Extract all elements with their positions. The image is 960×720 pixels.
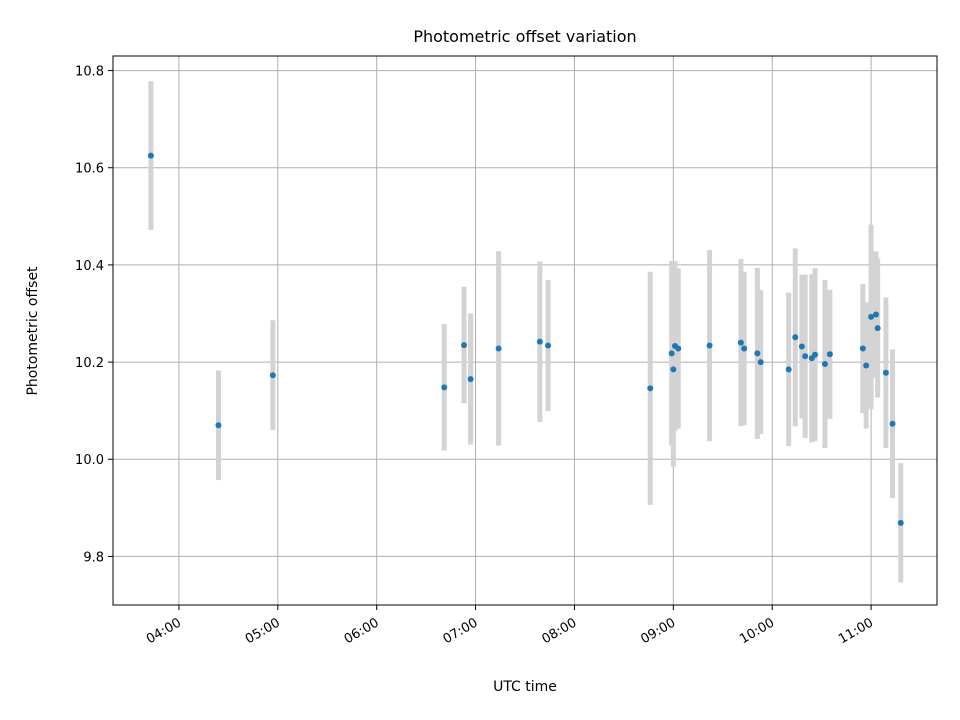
data-point bbox=[269, 372, 276, 379]
data-point bbox=[467, 376, 474, 383]
plot-frame bbox=[112, 55, 938, 606]
data-point bbox=[798, 343, 805, 350]
data-point bbox=[802, 353, 809, 360]
data-point bbox=[441, 384, 448, 391]
data-point bbox=[792, 334, 799, 341]
y-axis-ticks: 9.8 10.0 10.2 10.4 10.6 10.8 bbox=[75, 65, 113, 565]
y-tick-label: 10.0 bbox=[75, 453, 104, 468]
data-point bbox=[757, 359, 764, 366]
data-point bbox=[873, 311, 880, 318]
data-point bbox=[147, 152, 154, 159]
data-point bbox=[859, 345, 866, 352]
data-point bbox=[897, 519, 904, 526]
data-point bbox=[785, 366, 792, 373]
data-point bbox=[706, 342, 713, 349]
y-tick-label: 10.6 bbox=[75, 162, 104, 177]
data-point bbox=[545, 342, 552, 349]
data-point bbox=[495, 345, 502, 352]
data-point bbox=[882, 369, 889, 376]
data-point bbox=[215, 422, 222, 429]
data-point bbox=[536, 338, 543, 345]
data-point bbox=[647, 385, 654, 392]
data-point bbox=[461, 342, 468, 349]
data-point bbox=[826, 351, 833, 358]
data-point bbox=[737, 339, 744, 346]
data-point bbox=[821, 361, 828, 368]
data-point bbox=[741, 345, 748, 352]
y-tick-label: 10.4 bbox=[75, 259, 104, 274]
data-points bbox=[147, 152, 904, 526]
chart-title: Photometric offset variation bbox=[413, 27, 636, 46]
data-point bbox=[863, 362, 870, 369]
data-point bbox=[868, 313, 875, 320]
y-tick-label: 10.2 bbox=[75, 356, 104, 371]
data-point bbox=[675, 345, 682, 352]
data-point bbox=[670, 366, 677, 373]
data-point bbox=[754, 350, 761, 357]
data-point bbox=[889, 420, 896, 427]
y-axis-label: Photometric offset bbox=[25, 266, 41, 396]
y-tick-label: 10.8 bbox=[75, 65, 104, 80]
y-tick-label: 9.8 bbox=[83, 550, 104, 565]
x-axis-label: UTC time bbox=[493, 679, 557, 695]
data-point bbox=[874, 325, 881, 332]
data-point bbox=[812, 351, 819, 358]
data-point bbox=[668, 350, 675, 357]
